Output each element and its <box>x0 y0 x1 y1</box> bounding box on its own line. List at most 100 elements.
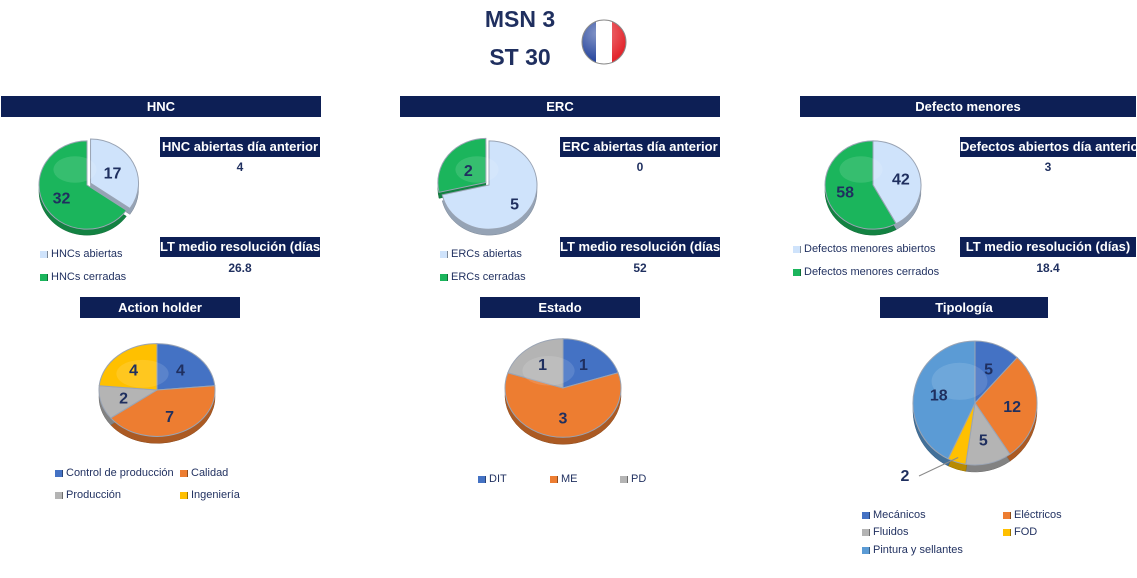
estado-label-0: 1 <box>579 357 588 374</box>
tipologia-label-2: 5 <box>979 432 988 449</box>
estado-legend-item: DIT <box>478 473 507 485</box>
hnc-kpi-lt-value: 26.8 <box>228 261 252 275</box>
action-label-0: 4 <box>176 362 185 379</box>
estado-legend-label: PD <box>631 473 647 485</box>
tipologia-legend-item: Pintura y sellantes <box>862 544 963 556</box>
estado-legend-item: PD <box>620 473 646 485</box>
action-slice-0 <box>156 343 216 391</box>
tipologia-header: Tipología <box>880 297 1048 318</box>
erc-slice-0 <box>441 140 538 230</box>
defectos-legend-label: Defectos menores cerrados <box>804 266 940 278</box>
defectos-legend-item: Defectos menores cerrados <box>793 266 939 278</box>
estado-label-2: 1 <box>538 357 547 374</box>
action-legend-swatch <box>180 491 188 499</box>
defectos-legend-item: Defectos menores abiertos <box>793 243 935 255</box>
defectos-slice-0 <box>872 140 922 225</box>
action-legend-swatch <box>55 491 63 499</box>
action-legend-item: Calidad <box>180 467 228 479</box>
hnc-legend-label: HNCs cerradas <box>51 271 127 283</box>
action-legend-swatch <box>180 469 188 477</box>
tipologia-legend-swatch <box>1003 511 1011 519</box>
tipologia-gloss <box>931 362 988 400</box>
tipologia-legend-item: Eléctricos <box>1003 509 1062 521</box>
action-legend-label: Control de producción <box>66 467 174 479</box>
hnc-kpi-lt-label: LT medio resolución (días) <box>160 237 320 257</box>
action-label-3: 4 <box>129 362 138 379</box>
defectos-legend-swatch <box>793 245 801 253</box>
action-legend-item: Control de producción <box>55 467 174 479</box>
estado-legend-swatch <box>620 475 628 483</box>
estado-legend-item: ME <box>550 473 578 485</box>
estado-legend-label: DIT <box>489 473 507 485</box>
tipologia-legend-label: Pintura y sellantes <box>873 544 963 556</box>
tipologia-legend-item: Fluidos <box>862 526 908 538</box>
erc-legend-label: ERCs cerradas <box>451 271 526 283</box>
defectos-gloss <box>839 156 883 183</box>
erc-pie-chart: 52 <box>437 137 538 236</box>
hnc-kpi-open-value: 4 <box>236 160 244 174</box>
tipologia-legend-label: Fluidos <box>873 526 909 538</box>
action-slice-1 <box>109 385 216 437</box>
hnc-label-1: 32 <box>53 190 71 207</box>
hnc-legend-item: HNCs cerradas <box>40 271 126 283</box>
tipologia-pie-chart: 5 12 5 2 18 <box>901 340 1038 485</box>
estado-slice-0 <box>562 338 619 389</box>
erc-legend-label: ERCs abiertas <box>451 248 522 260</box>
hnc-gloss <box>53 156 97 183</box>
tipologia-legend-label: Eléctricos <box>1014 509 1062 521</box>
erc-kpi-lt-label: LT medio resolución (días) <box>560 237 720 257</box>
estado-gloss <box>522 355 575 386</box>
tipologia-label-4: 18 <box>930 388 948 405</box>
estado-slice-1 <box>504 372 622 438</box>
defectos-slice-1 <box>824 140 897 230</box>
erc-label-1: 2 <box>464 163 473 180</box>
defectos-legend-label: Defectos menores abiertos <box>804 243 936 255</box>
defectos-pie-chart: 42 58 <box>824 140 922 236</box>
action-gloss <box>116 359 169 388</box>
erc-label-0: 5 <box>510 197 519 214</box>
tipologia-legend-item: FOD <box>1003 526 1037 538</box>
action-legend-swatch <box>55 469 63 477</box>
tipologia-label-3: 2 <box>901 468 910 485</box>
erc-legend-swatch <box>440 250 448 258</box>
hnc-kpi-open-label: HNC abiertas día anterior <box>160 137 320 157</box>
tipologia-legend-swatch <box>862 528 870 536</box>
erc-kpi-open-value: 0 <box>636 160 644 174</box>
erc-legend-swatch <box>440 273 448 281</box>
france-flag-icon <box>581 19 627 65</box>
estado-legend-swatch <box>478 475 486 483</box>
action-legend-label: Calidad <box>191 467 229 479</box>
tipologia-legend-swatch <box>862 511 870 519</box>
defectos-kpi-lt-value: 18.4 <box>1036 261 1060 275</box>
estado-slice-2 <box>507 338 564 389</box>
tipologia-legend-label: Mecánicos <box>873 509 926 521</box>
hnc-label-0: 17 <box>104 166 122 183</box>
estado-header: Estado <box>480 297 640 318</box>
defectos-header: Defecto menores <box>800 96 1136 117</box>
erc-kpi-lt-value: 52 <box>633 261 647 275</box>
defectos-kpi-lt-label: LT medio resolución (días) <box>960 237 1136 257</box>
hnc-slice-0 <box>90 138 140 210</box>
erc-header: ERC <box>400 96 720 117</box>
defectos-kpi-open-label: Defectos abiertos día anterior <box>960 137 1136 157</box>
action-legend-label: Ingeniería <box>191 489 240 501</box>
hnc-slice-1 <box>38 140 128 230</box>
action-label-2: 2 <box>119 391 128 408</box>
erc-slice-1 <box>437 137 487 193</box>
defectos-label-1: 58 <box>836 185 854 202</box>
estado-legend-swatch <box>550 475 558 483</box>
erc-gloss <box>455 156 499 183</box>
tipologia-slice-4 <box>912 340 976 460</box>
tipologia-legend-swatch <box>862 546 870 554</box>
tipologia-legend-label: FOD <box>1014 526 1038 538</box>
title-st: ST 30 <box>489 44 551 70</box>
tipologia-legend-swatch <box>1003 528 1011 536</box>
action-holder-header: Action holder <box>80 297 240 318</box>
erc-legend-item: ERCs cerradas <box>440 271 526 283</box>
erc-kpi-open-label: ERC abiertas día anterior <box>560 137 720 157</box>
tipologia-label-1: 12 <box>1003 399 1021 416</box>
action-label-1: 7 <box>165 409 174 426</box>
hnc-legend-swatch <box>40 273 48 281</box>
estado-legend-label: ME <box>561 473 578 485</box>
